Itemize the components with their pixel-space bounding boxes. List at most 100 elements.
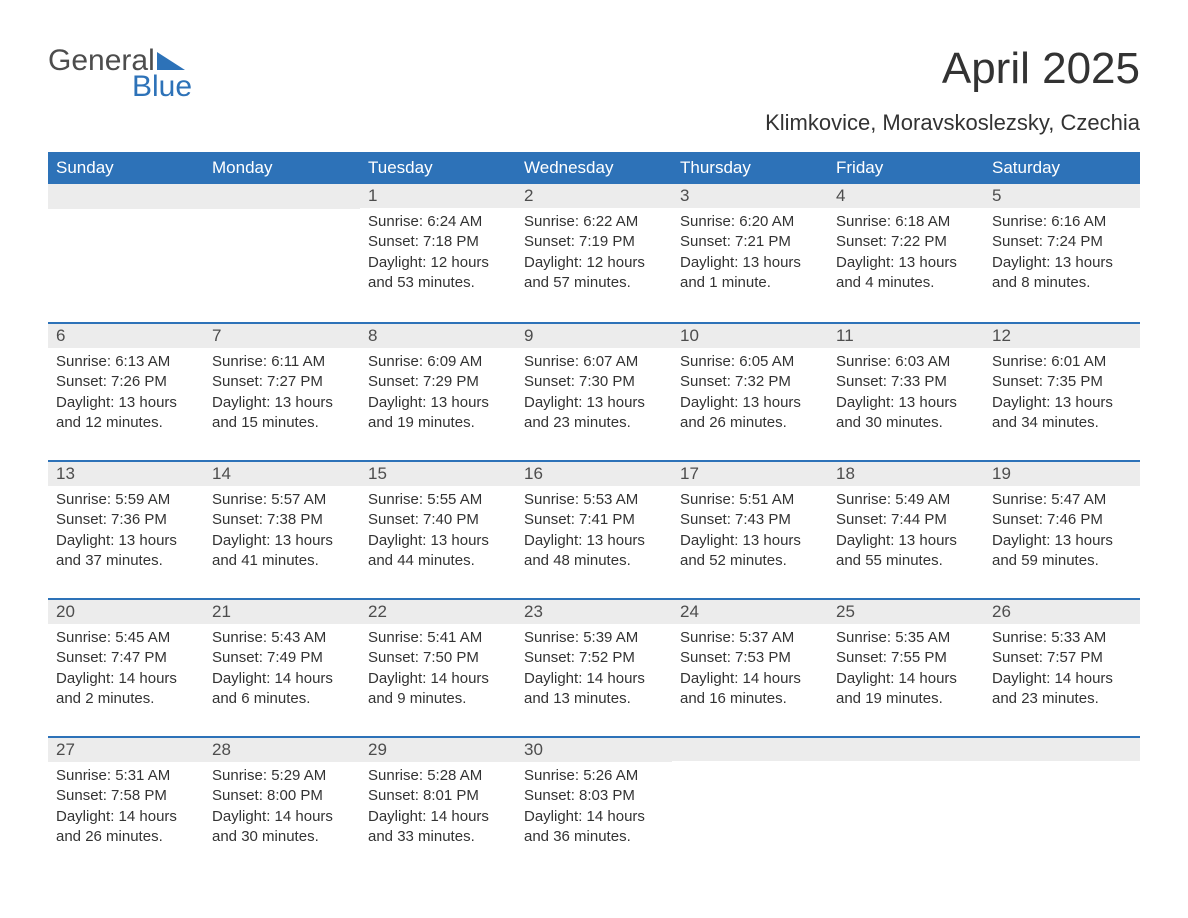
title-block: April 2025 Klimkovice, Moravskoslezsky, …	[765, 44, 1140, 144]
calendar-cell: 18Sunrise: 5:49 AMSunset: 7:44 PMDayligh…	[828, 460, 984, 598]
day-sunset: Sunset: 7:43 PM	[680, 510, 820, 530]
day-dl1: Daylight: 13 hours	[836, 393, 976, 413]
day-dl2: and 19 minutes.	[368, 413, 508, 433]
day-number: 26	[984, 598, 1140, 624]
calendar-cell: 9Sunrise: 6:07 AMSunset: 7:30 PMDaylight…	[516, 322, 672, 460]
day-dl1: Daylight: 14 hours	[524, 807, 664, 827]
day-details: Sunrise: 6:16 AMSunset: 7:24 PMDaylight:…	[984, 208, 1140, 297]
weekday-header: Thursday	[672, 152, 828, 184]
day-dl2: and 44 minutes.	[368, 551, 508, 571]
day-dl2: and 52 minutes.	[680, 551, 820, 571]
calendar-cell: 25Sunrise: 5:35 AMSunset: 7:55 PMDayligh…	[828, 598, 984, 736]
day-dl1: Daylight: 13 hours	[368, 531, 508, 551]
day-dl2: and 41 minutes.	[212, 551, 352, 571]
day-dl1: Daylight: 12 hours	[524, 253, 664, 273]
day-number: 24	[672, 598, 828, 624]
day-details: Sunrise: 6:01 AMSunset: 7:35 PMDaylight:…	[984, 348, 1140, 437]
day-number: 7	[204, 322, 360, 348]
day-dl1: Daylight: 13 hours	[836, 253, 976, 273]
day-dl2: and 26 minutes.	[680, 413, 820, 433]
day-number: 5	[984, 184, 1140, 208]
calendar-head: Sunday Monday Tuesday Wednesday Thursday…	[48, 152, 1140, 184]
day-sunset: Sunset: 7:19 PM	[524, 232, 664, 252]
day-number: 20	[48, 598, 204, 624]
day-dl1: Daylight: 13 hours	[992, 531, 1132, 551]
calendar-cell: 16Sunrise: 5:53 AMSunset: 7:41 PMDayligh…	[516, 460, 672, 598]
day-details: Sunrise: 6:09 AMSunset: 7:29 PMDaylight:…	[360, 348, 516, 437]
day-sunset: Sunset: 7:22 PM	[836, 232, 976, 252]
weekday-header: Saturday	[984, 152, 1140, 184]
day-sunrise: Sunrise: 5:57 AM	[212, 490, 352, 510]
day-number: 11	[828, 322, 984, 348]
day-sunrise: Sunrise: 5:31 AM	[56, 766, 196, 786]
day-details: Sunrise: 5:57 AMSunset: 7:38 PMDaylight:…	[204, 486, 360, 575]
day-sunset: Sunset: 7:58 PM	[56, 786, 196, 806]
day-dl2: and 23 minutes.	[524, 413, 664, 433]
day-sunrise: Sunrise: 5:49 AM	[836, 490, 976, 510]
day-dl2: and 9 minutes.	[368, 689, 508, 709]
day-dl1: Daylight: 14 hours	[212, 807, 352, 827]
day-details: Sunrise: 5:41 AMSunset: 7:50 PMDaylight:…	[360, 624, 516, 713]
day-details: Sunrise: 5:55 AMSunset: 7:40 PMDaylight:…	[360, 486, 516, 575]
calendar-cell: 20Sunrise: 5:45 AMSunset: 7:47 PMDayligh…	[48, 598, 204, 736]
day-sunrise: Sunrise: 5:41 AM	[368, 628, 508, 648]
day-details: Sunrise: 5:33 AMSunset: 7:57 PMDaylight:…	[984, 624, 1140, 713]
calendar-cell: 15Sunrise: 5:55 AMSunset: 7:40 PMDayligh…	[360, 460, 516, 598]
day-sunrise: Sunrise: 5:55 AM	[368, 490, 508, 510]
day-number: 10	[672, 322, 828, 348]
day-details: Sunrise: 6:05 AMSunset: 7:32 PMDaylight:…	[672, 348, 828, 437]
day-details: Sunrise: 5:26 AMSunset: 8:03 PMDaylight:…	[516, 762, 672, 851]
day-sunset: Sunset: 7:30 PM	[524, 372, 664, 392]
calendar-cell: 23Sunrise: 5:39 AMSunset: 7:52 PMDayligh…	[516, 598, 672, 736]
weekday-header: Wednesday	[516, 152, 672, 184]
weekday-header: Sunday	[48, 152, 204, 184]
page-header: General Blue April 2025 Klimkovice, Mora…	[48, 44, 1140, 144]
day-sunset: Sunset: 7:27 PM	[212, 372, 352, 392]
day-dl1: Daylight: 13 hours	[992, 253, 1132, 273]
day-sunrise: Sunrise: 5:51 AM	[680, 490, 820, 510]
day-number: 12	[984, 322, 1140, 348]
calendar-cell: 8Sunrise: 6:09 AMSunset: 7:29 PMDaylight…	[360, 322, 516, 460]
day-sunrise: Sunrise: 6:09 AM	[368, 352, 508, 372]
day-sunset: Sunset: 7:29 PM	[368, 372, 508, 392]
weekday-header: Friday	[828, 152, 984, 184]
day-details: Sunrise: 5:47 AMSunset: 7:46 PMDaylight:…	[984, 486, 1140, 575]
calendar-cell: 27Sunrise: 5:31 AMSunset: 7:58 PMDayligh…	[48, 736, 204, 874]
day-number: 29	[360, 736, 516, 762]
day-sunset: Sunset: 7:53 PM	[680, 648, 820, 668]
day-sunset: Sunset: 7:26 PM	[56, 372, 196, 392]
day-number: 15	[360, 460, 516, 486]
calendar-cell: 29Sunrise: 5:28 AMSunset: 8:01 PMDayligh…	[360, 736, 516, 874]
day-number: 21	[204, 598, 360, 624]
day-sunset: Sunset: 7:21 PM	[680, 232, 820, 252]
day-details: Sunrise: 5:28 AMSunset: 8:01 PMDaylight:…	[360, 762, 516, 851]
day-number: 30	[516, 736, 672, 762]
day-sunset: Sunset: 7:33 PM	[836, 372, 976, 392]
empty-day-bar	[204, 184, 360, 209]
day-dl1: Daylight: 13 hours	[992, 393, 1132, 413]
calendar-cell: 6Sunrise: 6:13 AMSunset: 7:26 PMDaylight…	[48, 322, 204, 460]
day-number: 6	[48, 322, 204, 348]
calendar-cell: 10Sunrise: 6:05 AMSunset: 7:32 PMDayligh…	[672, 322, 828, 460]
day-dl1: Daylight: 13 hours	[368, 393, 508, 413]
day-dl1: Daylight: 12 hours	[368, 253, 508, 273]
calendar-cell: 3Sunrise: 6:20 AMSunset: 7:21 PMDaylight…	[672, 184, 828, 322]
day-sunrise: Sunrise: 5:28 AM	[368, 766, 508, 786]
calendar-cell: 7Sunrise: 6:11 AMSunset: 7:27 PMDaylight…	[204, 322, 360, 460]
day-number: 23	[516, 598, 672, 624]
month-title: April 2025	[765, 44, 1140, 94]
day-number: 13	[48, 460, 204, 486]
day-details: Sunrise: 6:07 AMSunset: 7:30 PMDaylight:…	[516, 348, 672, 437]
weekday-header: Tuesday	[360, 152, 516, 184]
day-number: 17	[672, 460, 828, 486]
calendar-cell: 13Sunrise: 5:59 AMSunset: 7:36 PMDayligh…	[48, 460, 204, 598]
day-sunset: Sunset: 7:46 PM	[992, 510, 1132, 530]
day-number: 2	[516, 184, 672, 208]
calendar-cell: 26Sunrise: 5:33 AMSunset: 7:57 PMDayligh…	[984, 598, 1140, 736]
day-details: Sunrise: 5:43 AMSunset: 7:49 PMDaylight:…	[204, 624, 360, 713]
day-dl2: and 48 minutes.	[524, 551, 664, 571]
day-number: 1	[360, 184, 516, 208]
empty-day-bar	[48, 184, 204, 209]
day-details: Sunrise: 5:53 AMSunset: 7:41 PMDaylight:…	[516, 486, 672, 575]
day-sunset: Sunset: 7:38 PM	[212, 510, 352, 530]
